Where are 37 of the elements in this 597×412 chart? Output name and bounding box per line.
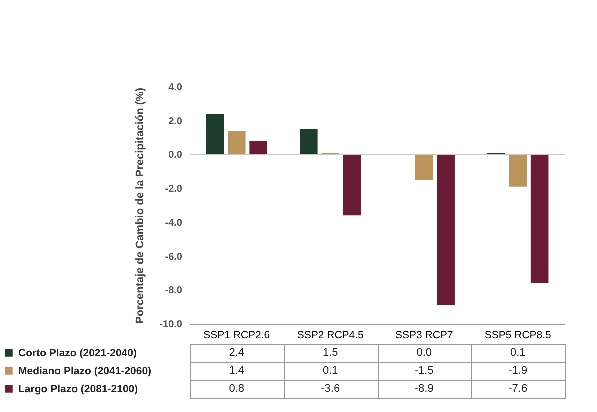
y-tick-label: -8.0 (165, 286, 183, 297)
data-label: -1.5 (414, 365, 434, 377)
y-tick-label: 0.0 (168, 150, 183, 162)
y-tick-label: 4.0 (168, 82, 183, 94)
data-label: -8.9 (414, 383, 434, 395)
data-label: -1.9 (508, 365, 528, 377)
y-axis-title: Porcentaje de Cambio de la Precipitación (%) (134, 88, 147, 324)
data-label: -7.6 (508, 383, 528, 395)
bar (415, 154, 434, 180)
legend-label: Largo Plazo (2081-2100) (18, 384, 138, 396)
data-label: 1.4 (229, 365, 245, 377)
data-label: 0.1 (510, 347, 526, 359)
x-tick-label: SSP2 RCP4.5 (297, 330, 364, 342)
data-label: 0.0 (416, 347, 432, 359)
y-tick-label: -2.0 (165, 184, 183, 196)
y-tick-label: -4.0 (165, 218, 183, 229)
data-label: -3.6 (321, 383, 340, 395)
data-label: 1.5 (322, 347, 338, 359)
x-tick-label: SSP1 RCP2.6 (204, 330, 270, 342)
data-label: 0.8 (229, 383, 245, 395)
bar (530, 154, 549, 284)
bar (250, 141, 268, 155)
x-tick-label: SSP5 RCP8.5 (484, 330, 552, 342)
bar (437, 154, 455, 306)
bar (509, 154, 528, 187)
y-tick-label: -10.0 (160, 320, 183, 330)
data-label: 0.1 (322, 365, 338, 377)
y-tick-label: 2.0 (168, 116, 183, 128)
x-tick-label: SSP3 RCP7 (395, 330, 454, 342)
bar (300, 129, 318, 155)
bar (206, 114, 224, 155)
bar (343, 154, 362, 216)
data-label: 2.4 (229, 347, 245, 359)
legend-label: Corto Plazo (2021-2040) (18, 348, 137, 360)
bar (228, 131, 246, 155)
legend-label: Mediano Plazo (2041-2060) (18, 366, 152, 378)
y-tick-label: -6.0 (165, 252, 183, 263)
